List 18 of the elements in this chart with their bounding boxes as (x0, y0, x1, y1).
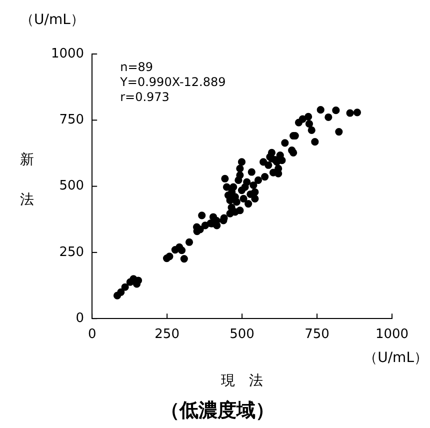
x-tick-label: 750 (304, 326, 330, 342)
y-tick-label: 500 (59, 178, 84, 194)
x-tick-label: 1000 (375, 326, 409, 342)
x-tick-label: 500 (230, 326, 254, 342)
annotation: Y=0.990X-12.889 (119, 75, 226, 89)
text: 新法 (20, 152, 34, 208)
x-tick-label: 250 (154, 326, 180, 342)
text: （低濃度域） (160, 400, 274, 422)
y-tick-label: 250 (59, 244, 84, 260)
text: （U/mL） (20, 12, 84, 28)
x-tick-label: 0 (88, 326, 96, 342)
y-tick-label: 1000 (50, 46, 84, 62)
annotation: r=0.973 (120, 90, 170, 104)
x-axis-title: 現 法 (221, 373, 264, 389)
text: （U/mL） (364, 350, 428, 366)
y-tick-label: 0 (76, 310, 84, 326)
y-tick-label: 750 (59, 112, 84, 128)
annotation: n=89 (120, 60, 154, 74)
